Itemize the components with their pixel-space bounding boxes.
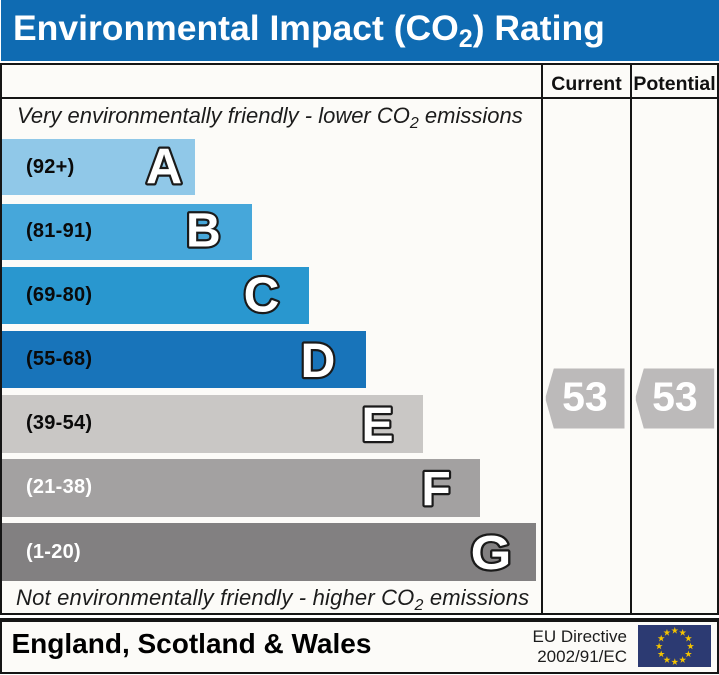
svg-text:53: 53 [652,373,698,419]
svg-text:53: 53 [562,373,608,419]
svg-text:F: F [421,463,450,516]
svg-text:G: G [471,526,512,580]
svg-text:A: A [146,139,182,195]
svg-text:E: E [361,398,393,451]
svg-text:B: B [186,204,221,257]
svg-text:D: D [301,335,336,388]
svg-text:C: C [243,267,279,322]
